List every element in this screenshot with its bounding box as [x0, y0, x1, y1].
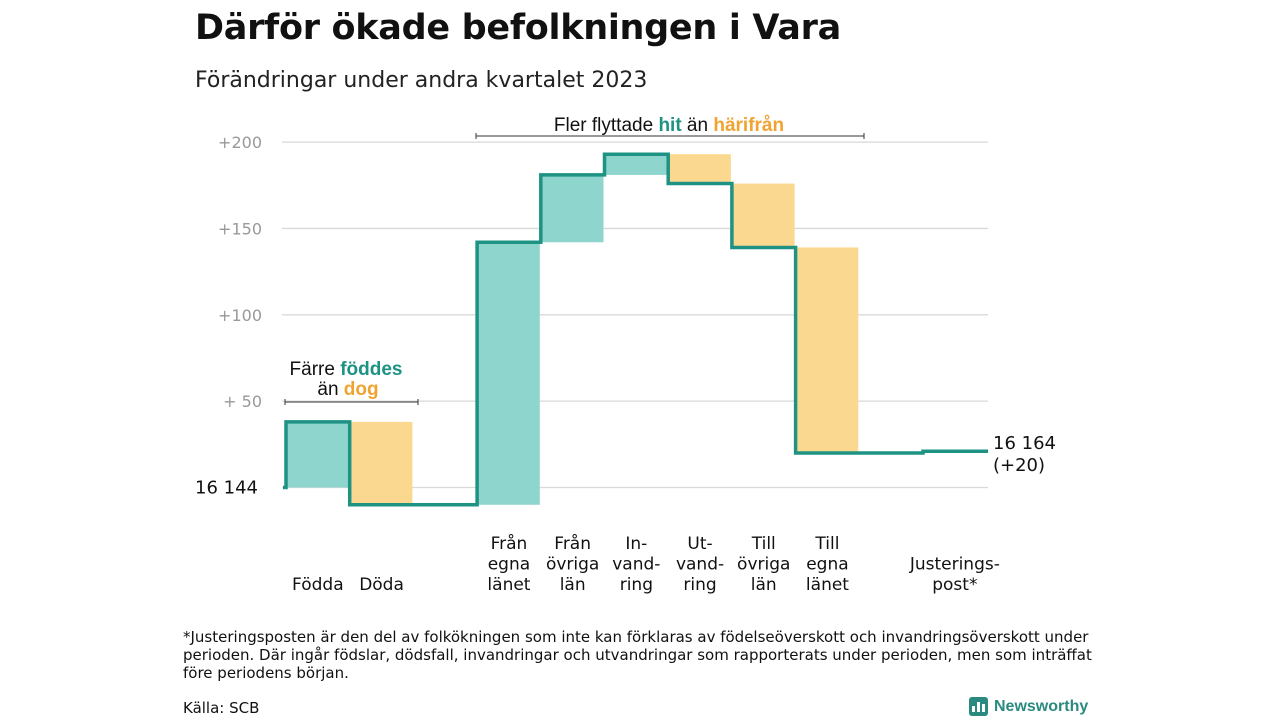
bar-increase: [541, 174, 604, 243]
category-label: Från: [491, 533, 528, 554]
annotation-births-line1: Färre föddes: [290, 359, 403, 380]
bar-decrease: [669, 154, 731, 184]
category-label: Födda: [292, 575, 344, 595]
end-change-label: (+20): [993, 455, 1045, 476]
brand-logo[interactable]: Newsworthy: [969, 697, 1088, 716]
category-label: ring: [683, 575, 716, 595]
category-label: egna: [488, 555, 530, 575]
category-label: övriga: [737, 555, 790, 575]
end-value-label: 16 164: [993, 433, 1056, 454]
category-label: länet: [487, 575, 530, 595]
annotation-births-line2: än dog: [317, 379, 378, 400]
source-label: Källa: SCB: [183, 699, 260, 717]
category-label: övriga: [546, 555, 599, 575]
category-label: Döda: [359, 575, 404, 595]
bar-decrease: [350, 421, 413, 505]
y-tick-label: + 50: [223, 392, 262, 411]
start-value-label: 16 144: [195, 478, 258, 499]
bar-decrease: [796, 247, 859, 453]
category-label: län: [560, 575, 586, 595]
y-tick-label: +100: [218, 306, 262, 325]
category-label: egna: [806, 555, 848, 575]
category-label: länet: [806, 575, 849, 595]
category-label: vand-: [612, 555, 660, 575]
category-label: Justerings-: [909, 555, 1000, 575]
cumulative-line: [283, 152, 988, 507]
bar-increase: [478, 242, 540, 505]
category-label: Till: [751, 534, 776, 554]
bar-decrease: [732, 183, 795, 248]
brand-name: Newsworthy: [994, 697, 1089, 715]
category-label: Från: [554, 533, 591, 554]
bar-increase: [605, 154, 668, 175]
annotation-births-bracket: [284, 399, 419, 405]
footnote: *Justeringsposten är den del av folkökni…: [183, 628, 1092, 682]
annotation-migration: Fler flyttade hit än härifrån: [554, 115, 784, 136]
category-label: vand-: [676, 555, 724, 575]
category-label: Till: [814, 534, 839, 554]
annotation-migration-bracket: [475, 133, 865, 139]
bar-increase: [287, 421, 349, 488]
y-tick-label: +150: [218, 219, 262, 238]
y-tick-label: +200: [218, 133, 262, 152]
category-label: In-: [625, 534, 647, 554]
category-label: ring: [620, 575, 653, 595]
chart-title: Därför ökade befolkningen i Vara: [195, 8, 841, 48]
newsworthy-icon: [969, 697, 988, 716]
category-label: län: [751, 575, 777, 595]
category-label: Ut-: [687, 534, 712, 554]
category-label: post*: [932, 575, 977, 595]
chart-subtitle: Förändringar under andra kvartalet 2023: [195, 68, 648, 93]
